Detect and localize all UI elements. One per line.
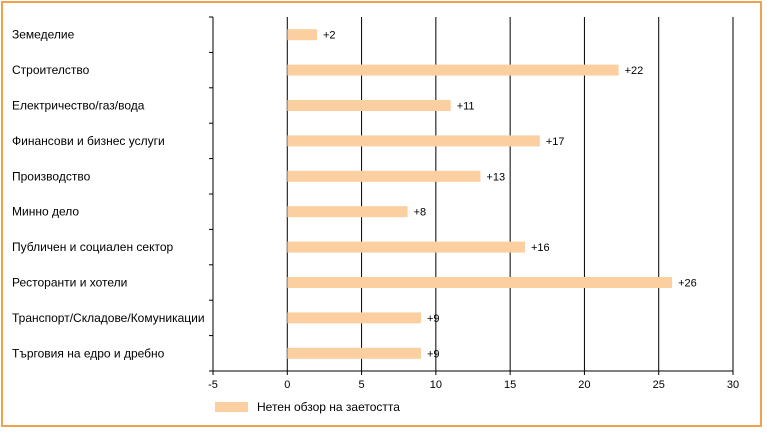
data-label-3: +17: [546, 136, 565, 148]
legend-swatch: [215, 402, 248, 412]
bar-5: [287, 206, 408, 218]
data-label-9: +9: [427, 348, 440, 360]
bar-3: [287, 135, 540, 147]
category-label-8: Транспорт/Складове/Комуникации: [12, 311, 205, 325]
data-label-4: +13: [486, 171, 505, 183]
data-label-7: +26: [678, 278, 697, 290]
data-label-8: +9: [427, 313, 440, 325]
legend-label: Нетен обзор на заетостта: [257, 400, 400, 414]
grid-layer: [286, 17, 734, 371]
bar-9: [287, 347, 421, 359]
bar-layer: [287, 29, 673, 359]
legend: Нетен обзор на заетостта: [215, 400, 400, 414]
x-tick-label-6: 25: [653, 379, 665, 391]
bar-4: [287, 170, 481, 182]
x-tick-label-2: 5: [359, 379, 365, 391]
x-tick-label-7: 30: [727, 379, 739, 391]
label-layer: Земеделие +2 Строителство +22 Електричество/…: [12, 28, 697, 361]
bar-0: [287, 29, 317, 41]
bar-7: [287, 277, 673, 288]
category-label-5: Минно дело: [12, 205, 79, 219]
x-tick-label-5: 20: [578, 379, 590, 391]
bar-1: [287, 64, 619, 76]
category-label-0: Земеделие: [12, 28, 75, 42]
category-label-2: Електричество/газ/вода: [12, 99, 145, 113]
data-label-1: +22: [625, 65, 644, 77]
bar-6: [287, 241, 525, 253]
data-label-2: +11: [457, 101, 475, 113]
x-tick-label-3: 10: [430, 379, 442, 391]
x-tick-label-4: 15: [504, 379, 516, 391]
category-label-6: Публичен и социален сектор: [12, 240, 174, 254]
data-label-5: +8: [414, 207, 427, 219]
category-label-1: Строителство: [12, 63, 90, 77]
bar-2: [287, 100, 451, 111]
data-label-6: +16: [531, 242, 550, 254]
chart-frame: [1, 1, 762, 427]
category-label-7: Ресторанти и хотели: [12, 276, 127, 290]
category-label-4: Производство: [12, 169, 91, 183]
data-label-0: +2: [323, 30, 336, 42]
category-label-3: Финансови и бизнес услуги: [12, 134, 165, 148]
bar-8: [287, 312, 421, 324]
x-tick-label-1: 0: [284, 379, 290, 391]
category-label-9: Търговия на едро и дребно: [12, 346, 165, 360]
x-tick-label-0: -5: [208, 379, 218, 391]
axis-layer: -5 0 5 10 15 20 25 30: [208, 16, 739, 391]
